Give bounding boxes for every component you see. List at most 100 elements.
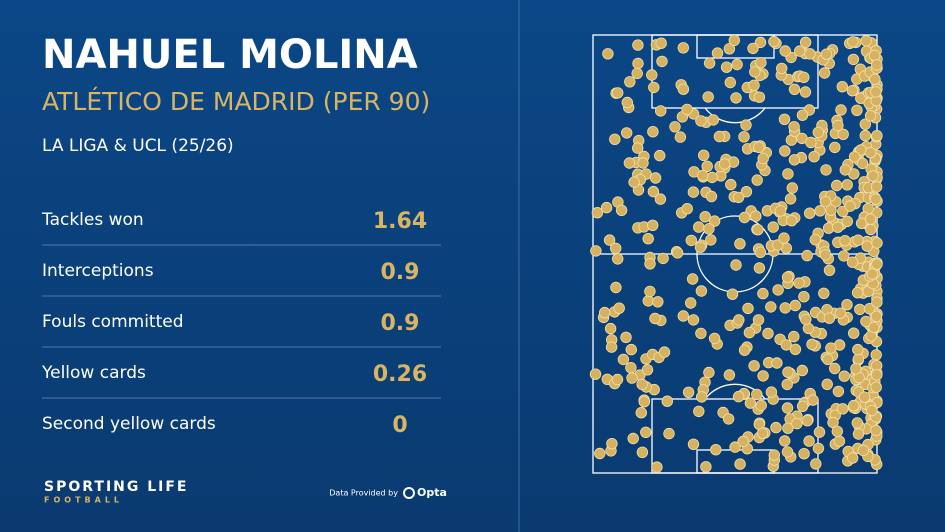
touch-dot <box>788 154 801 166</box>
touch-dot <box>703 223 715 235</box>
touch-dot <box>809 233 822 246</box>
touch-dot <box>788 83 801 96</box>
credit: Data Provided by <box>329 489 398 498</box>
touch-dot <box>798 291 810 303</box>
touch-dot <box>789 299 802 312</box>
touch-dot <box>708 215 721 227</box>
touch-dot <box>749 66 761 78</box>
touch-dot <box>606 438 618 450</box>
touch-dot <box>723 43 736 55</box>
stat-label: Yellow cards <box>41 363 146 383</box>
touch-dot <box>871 296 883 308</box>
touch-dot <box>847 452 859 464</box>
touch-dot <box>871 129 883 142</box>
touch-map <box>589 34 883 473</box>
touch-dot <box>793 277 805 289</box>
touch-dot <box>755 57 767 69</box>
touch-dot <box>742 302 754 315</box>
touch-dot <box>860 35 872 47</box>
touch-dot <box>656 55 668 68</box>
touch-dot <box>782 366 794 378</box>
touch-dot <box>693 221 705 233</box>
touch-dot <box>702 91 714 103</box>
touch-dot <box>832 221 844 233</box>
touch-dot <box>732 390 745 403</box>
stats-table: Tackles won 1.64 Interceptions 0.9 Fouls com… <box>41 209 441 438</box>
brand-sub: FOOTBALL <box>44 496 123 505</box>
touch-dot <box>855 92 867 105</box>
touch-dot <box>814 205 826 217</box>
touch-dot <box>642 232 654 245</box>
touch-dot <box>612 87 624 99</box>
touch-dot <box>753 141 765 154</box>
touch-dot <box>730 259 742 271</box>
touch-dot <box>621 127 633 139</box>
touch-dot <box>818 287 830 300</box>
touch-dot <box>867 170 879 182</box>
touch-dot <box>636 446 649 459</box>
touch-dot <box>794 45 806 57</box>
touch-dot <box>810 458 822 470</box>
touch-dot <box>744 397 757 409</box>
touch-dot <box>823 312 836 324</box>
touch-dot <box>641 364 654 376</box>
touch-dot <box>661 395 674 407</box>
touch-dot <box>825 204 837 216</box>
touch-dot <box>600 201 613 214</box>
touch-dot <box>865 223 877 236</box>
touch-dot <box>752 314 765 326</box>
touch-dot <box>771 357 783 369</box>
touch-dot <box>695 285 708 297</box>
touch-dot <box>779 45 791 57</box>
touch-dot <box>632 39 644 51</box>
touch-dot <box>589 368 602 380</box>
touch-dot <box>784 193 797 205</box>
touch-dot <box>728 34 741 47</box>
touch-dot <box>720 61 733 73</box>
brand: SPORTING LIFE <box>44 479 189 495</box>
touch-dot <box>624 76 636 88</box>
touch-dot <box>644 285 656 298</box>
touch-dot <box>703 366 715 379</box>
touch-dot <box>724 76 737 89</box>
touch-dot <box>860 315 872 328</box>
touch-dot <box>804 207 816 219</box>
touch-dot <box>870 181 883 193</box>
touch-dot <box>831 425 844 438</box>
touch-dot <box>632 142 644 154</box>
touch-dot <box>850 363 862 375</box>
touch-dot <box>848 399 860 412</box>
touch-dot <box>605 341 618 353</box>
touch-dot <box>695 327 707 340</box>
touch-dot <box>798 448 810 460</box>
touch-dot <box>847 53 860 66</box>
touch-dot <box>723 369 736 381</box>
touch-dot <box>789 343 802 356</box>
touch-dot <box>841 299 853 311</box>
touch-dot <box>648 81 660 94</box>
touch-dot <box>613 302 625 314</box>
touch-dot <box>854 303 866 316</box>
touch-dot <box>838 250 850 262</box>
touch-dot <box>768 449 781 461</box>
touch-dot <box>858 391 871 403</box>
touch-dot <box>781 378 793 391</box>
touch-dot <box>782 168 794 180</box>
touch-dot <box>851 417 864 429</box>
touch-dot <box>812 442 825 455</box>
touch-dot <box>801 415 814 427</box>
touch-dot <box>808 150 820 163</box>
touch-dot <box>655 105 667 117</box>
touch-dot <box>798 71 810 84</box>
touch-dot <box>649 312 661 325</box>
touch-dot <box>812 126 825 139</box>
touch-dot <box>852 353 865 365</box>
touch-dot <box>785 214 798 227</box>
touch-dot <box>805 136 817 149</box>
touch-dot <box>693 405 705 418</box>
touch-dot <box>801 249 813 262</box>
touch-dot <box>796 109 809 121</box>
touch-dot <box>818 67 831 79</box>
touch-dot <box>806 338 818 351</box>
